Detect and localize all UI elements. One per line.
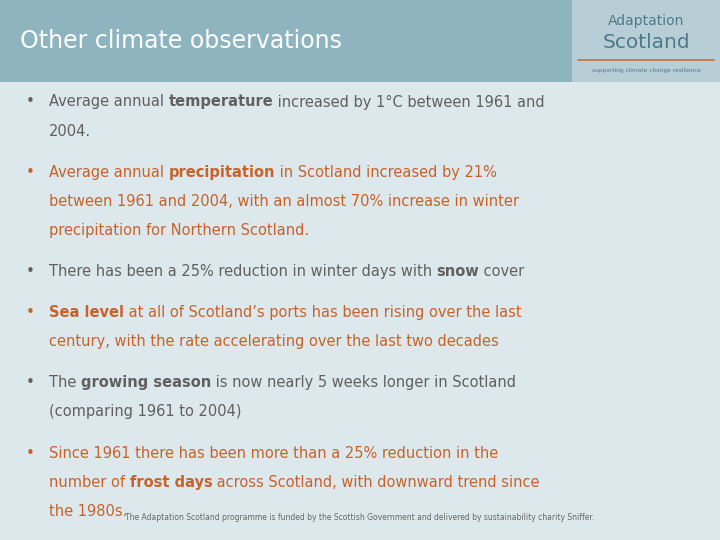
Text: (comparing 1961 to 2004): (comparing 1961 to 2004): [49, 404, 241, 420]
Text: at all of Scotland’s ports has been rising over the last: at all of Scotland’s ports has been risi…: [124, 305, 521, 320]
Text: across Scotland, with downward trend since: across Scotland, with downward trend sin…: [212, 475, 540, 490]
Text: growing season: growing season: [81, 375, 211, 390]
Text: The Adaptation Scotland programme is funded by the Scottish Government and deliv: The Adaptation Scotland programme is fun…: [125, 513, 595, 522]
Text: precipitation for Northern Scotland.: precipitation for Northern Scotland.: [49, 223, 309, 238]
Text: Scotland: Scotland: [603, 33, 690, 52]
Bar: [0, 0, 720, 82]
Text: snow: snow: [437, 264, 480, 279]
Text: There has been a 25% reduction in winter days with: There has been a 25% reduction in winter…: [49, 264, 437, 279]
Text: •: •: [26, 375, 35, 390]
Text: Average annual: Average annual: [49, 165, 168, 180]
Text: precipitation: precipitation: [168, 165, 275, 180]
Text: supporting climate change resilience: supporting climate change resilience: [592, 69, 701, 73]
Text: •: •: [26, 305, 35, 320]
Text: Other climate observations: Other climate observations: [20, 29, 342, 53]
Bar: [572, 0, 720, 82]
Text: •: •: [26, 165, 35, 180]
Text: •: •: [26, 264, 35, 279]
Text: 2004.: 2004.: [49, 124, 91, 139]
Text: in Scotland increased by 21%: in Scotland increased by 21%: [275, 165, 497, 180]
Text: Average annual: Average annual: [49, 94, 168, 110]
Text: is now nearly 5 weeks longer in Scotland: is now nearly 5 weeks longer in Scotland: [211, 375, 516, 390]
Text: The: The: [49, 375, 81, 390]
Text: •: •: [26, 446, 35, 461]
Text: increased by 1°C between 1961 and: increased by 1°C between 1961 and: [274, 94, 545, 110]
Text: number of: number of: [49, 475, 130, 490]
Text: frost days: frost days: [130, 475, 212, 490]
Text: Sea level: Sea level: [49, 305, 124, 320]
Text: between 1961 and 2004, with an almost 70% increase in winter: between 1961 and 2004, with an almost 70…: [49, 194, 519, 209]
Text: cover: cover: [480, 264, 525, 279]
Text: Since 1961 there has been more than a 25% reduction in the: Since 1961 there has been more than a 25…: [49, 446, 498, 461]
Text: Adaptation: Adaptation: [608, 14, 685, 28]
Text: the 1980s.: the 1980s.: [49, 504, 127, 519]
Text: century, with the rate accelerating over the last two decades: century, with the rate accelerating over…: [49, 334, 499, 349]
Text: temperature: temperature: [168, 94, 274, 110]
Text: •: •: [26, 94, 35, 110]
